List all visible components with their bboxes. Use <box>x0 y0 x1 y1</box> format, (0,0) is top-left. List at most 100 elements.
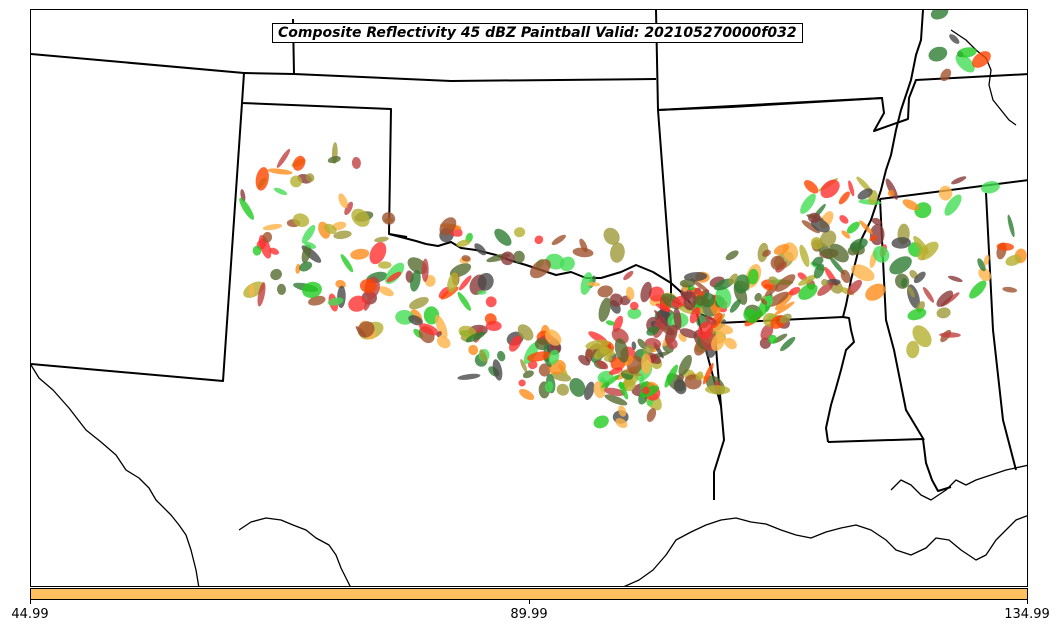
reflectivity-blob <box>619 381 629 400</box>
reflectivity-blob <box>447 272 459 293</box>
reflectivity-blob <box>838 191 850 205</box>
reflectivity-blob <box>587 281 601 287</box>
reflectivity-blob <box>350 248 370 260</box>
reflectivity-blob <box>611 328 629 344</box>
reflectivity-blob <box>351 157 361 169</box>
reflectivity-blob <box>299 261 313 272</box>
reflectivity-blob <box>517 324 534 341</box>
reflectivity-blob <box>829 243 849 263</box>
reflectivity-blob <box>859 220 873 235</box>
reflectivity-blob <box>630 301 639 311</box>
reflectivity-blob <box>977 258 986 272</box>
reflectivity-blob <box>728 273 738 285</box>
reflectivity-blob <box>548 349 560 365</box>
reflectivity-blob <box>695 371 704 381</box>
map-panel: Composite Reflectivity 45 dBZ Paintball … <box>30 9 1028 587</box>
reflectivity-blob <box>513 250 525 264</box>
reflectivity-blob <box>1007 214 1015 238</box>
reflectivity-blob <box>801 220 820 234</box>
great-lakes-shore <box>950 29 1017 126</box>
reflectivity-blob <box>775 290 794 311</box>
reflectivity-blob <box>374 236 389 243</box>
reflectivity-blob <box>839 215 849 224</box>
reflectivity-blob <box>479 349 488 363</box>
reflectivity-blob <box>605 320 615 326</box>
reflectivity-blob <box>465 331 486 343</box>
reflectivity-blob <box>774 274 796 292</box>
reflectivity-blob <box>996 242 1014 251</box>
reflectivity-blob <box>273 187 288 196</box>
reflectivity-blob <box>646 326 660 336</box>
reflectivity-blob <box>323 223 337 234</box>
reflectivity-blob <box>690 278 710 293</box>
reflectivity-blob <box>799 244 810 267</box>
reflectivity-blob <box>494 228 512 246</box>
state-border-kansas-nebraska <box>243 72 295 75</box>
reflectivity-blob <box>409 297 429 310</box>
reflectivity-blob <box>773 243 790 255</box>
reflectivity-blob <box>725 250 739 261</box>
reflectivity-blob <box>940 68 952 82</box>
reflectivity-blob <box>308 295 326 306</box>
reflectivity-blob <box>871 217 882 226</box>
reflectivity-blob <box>597 285 613 298</box>
reflectivity-blob <box>290 175 303 188</box>
colorbar-tick-label-mid: 89.99 <box>510 607 548 622</box>
reflectivity-blob <box>625 286 635 301</box>
reflectivity-blob <box>614 338 629 363</box>
reflectivity-blob <box>957 47 977 58</box>
reflectivity-blob <box>599 347 615 357</box>
colorbar-tick-mid <box>529 600 530 604</box>
reflectivity-blob <box>819 230 837 248</box>
reflectivity-blob <box>678 354 692 376</box>
reflectivity-blob <box>410 270 421 292</box>
reflectivity-blob <box>262 231 273 243</box>
reflectivity-blob <box>572 247 594 258</box>
state-border-oklahoma-panhandle <box>388 233 672 284</box>
reflectivity-blob <box>851 264 875 282</box>
reflectivity-blob <box>333 230 352 240</box>
reflectivity-blob <box>907 286 915 298</box>
reflectivity-blob <box>759 337 772 349</box>
reflectivity-blob <box>849 238 868 251</box>
reflectivity-blob <box>810 237 823 250</box>
reflectivity-blob <box>641 353 652 375</box>
reflectivity-blob <box>364 297 372 311</box>
reflectivity-blob <box>608 367 623 375</box>
reflectivity-blob <box>305 173 315 182</box>
reflectivity-blob <box>327 297 344 306</box>
reflectivity-blob <box>808 212 821 223</box>
reflectivity-blob <box>901 277 908 288</box>
reflectivity-blob <box>847 279 863 295</box>
reflectivity-blob <box>683 272 708 282</box>
map-title: Composite Reflectivity 45 dBZ Paintball … <box>272 23 803 43</box>
reflectivity-blob <box>673 307 682 331</box>
reflectivity-blob <box>509 335 522 352</box>
reflectivity-blob <box>763 284 774 291</box>
reflectivity-blob <box>518 379 526 387</box>
reflectivity-blob <box>435 314 448 339</box>
reflectivity-blob <box>348 295 367 312</box>
paintball-blobs <box>239 10 1027 429</box>
reflectivity-blob <box>955 53 975 73</box>
reflectivity-blob <box>615 418 628 429</box>
texas-gulf-coast <box>623 515 1027 586</box>
reflectivity-blob <box>295 263 301 274</box>
reflectivity-blob <box>683 291 697 311</box>
reflectivity-blob <box>456 239 471 247</box>
reflectivity-blob <box>779 313 792 324</box>
reflectivity-blob <box>928 46 948 62</box>
reflectivity-blob <box>693 287 701 295</box>
reflectivity-blob <box>302 281 322 298</box>
reflectivity-blob <box>902 199 919 211</box>
reflectivity-blob <box>770 255 785 271</box>
reflectivity-blob <box>485 296 497 308</box>
colorbar <box>30 588 1028 600</box>
state-border-tennessee <box>879 179 1027 200</box>
reflectivity-blob <box>734 274 750 294</box>
reflectivity-blob <box>538 363 551 377</box>
reflectivity-blob <box>439 217 457 236</box>
reflectivity-blob <box>848 180 855 197</box>
reflectivity-blob <box>584 381 595 400</box>
reflectivity-blob <box>457 291 472 311</box>
